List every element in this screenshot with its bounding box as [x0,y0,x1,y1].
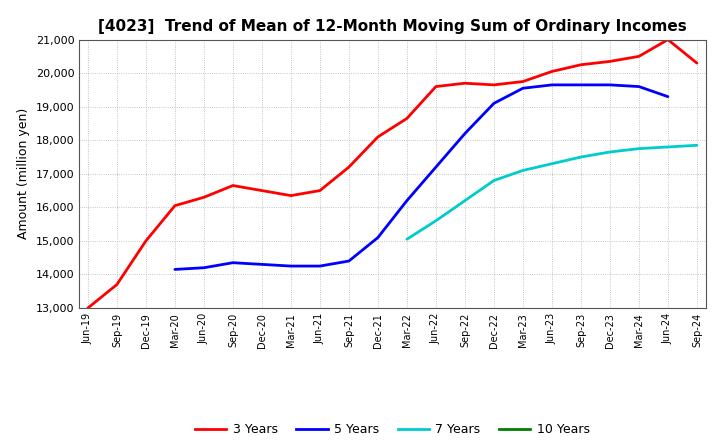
Title: [4023]  Trend of Mean of 12-Month Moving Sum of Ordinary Incomes: [4023] Trend of Mean of 12-Month Moving … [98,19,687,34]
Y-axis label: Amount (million yen): Amount (million yen) [17,108,30,239]
Legend: 3 Years, 5 Years, 7 Years, 10 Years: 3 Years, 5 Years, 7 Years, 10 Years [190,418,595,440]
